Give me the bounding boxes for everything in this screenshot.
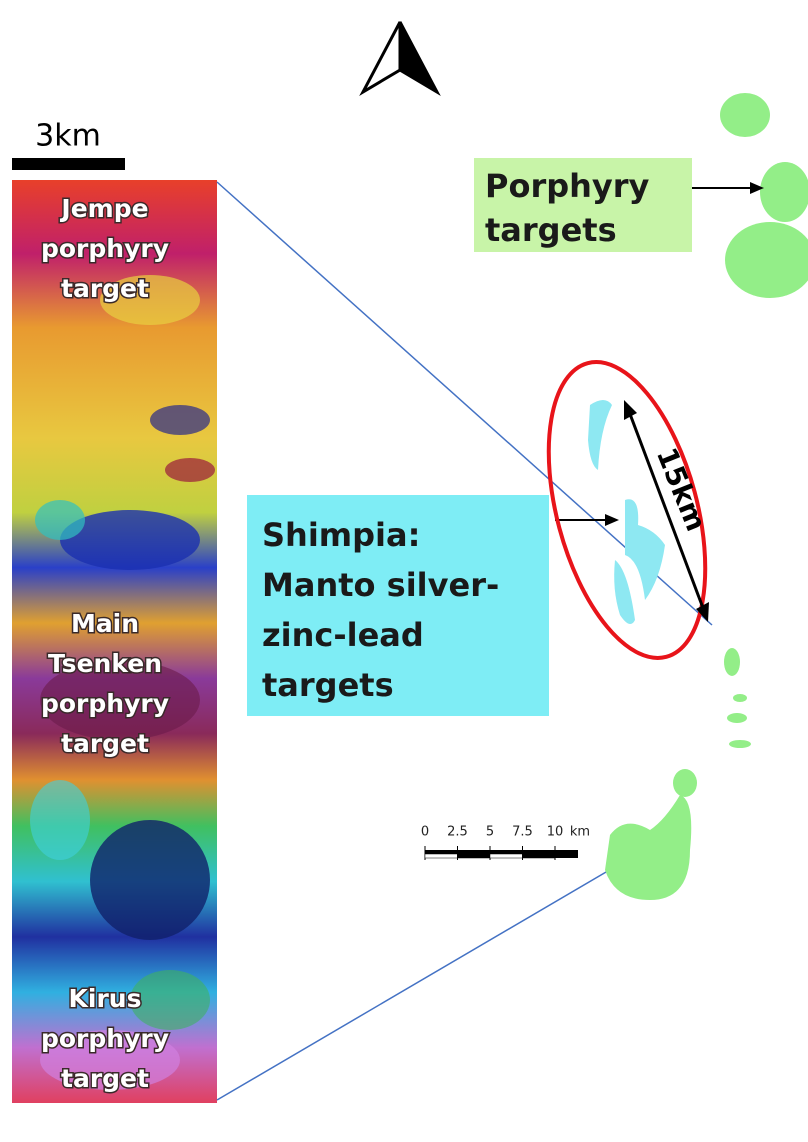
scale-unit: km bbox=[570, 825, 590, 840]
porphyry-areas bbox=[605, 93, 808, 900]
scale-segment bbox=[522, 850, 555, 854]
scale-bar: 0 2.5 5 7.5 10 km bbox=[421, 825, 590, 860]
callout-arrowhead bbox=[750, 182, 764, 194]
scale-segment bbox=[555, 850, 578, 858]
strip-label: target bbox=[61, 1064, 149, 1093]
strip-label: Kirus bbox=[69, 984, 142, 1013]
north-arrow bbox=[359, 21, 441, 97]
strip-scale-bar bbox=[12, 158, 125, 170]
strip-label: porphyry bbox=[41, 689, 169, 718]
distance-arrowhead bbox=[624, 400, 637, 420]
scale-tick-label: 2.5 bbox=[447, 825, 468, 840]
scale-tick-label: 5 bbox=[486, 825, 494, 840]
strip-scale-label: 3km bbox=[35, 119, 101, 154]
shimpia-callout-text: Shimpia: Manto silver-zinc-lead targets bbox=[262, 516, 499, 704]
scale-segment bbox=[490, 850, 523, 854]
porphyry-callout-box bbox=[474, 158, 692, 252]
scale-segment bbox=[425, 850, 458, 854]
strip-label: target bbox=[61, 274, 149, 303]
scale-segment bbox=[457, 850, 490, 854]
magnetic-strip bbox=[12, 180, 217, 1103]
scale-segment bbox=[489, 853, 523, 859]
distance-arrow bbox=[628, 413, 705, 609]
porphyry-callout-text: Porphyry targets bbox=[485, 167, 650, 249]
scale-segment bbox=[457, 853, 491, 859]
strip-labels: Jempe porphyry target Main Tsenken porphyry ta… bbox=[39, 193, 170, 1095]
connector-line bbox=[216, 857, 631, 1101]
strip-label: Main bbox=[71, 609, 139, 638]
scale-segment bbox=[522, 853, 556, 859]
callout-line: zinc-lead bbox=[262, 616, 424, 654]
callout-line: Porphyry bbox=[485, 167, 650, 205]
strip-label: porphyry bbox=[41, 1024, 169, 1053]
callout-line: targets bbox=[485, 211, 617, 249]
scale-tick-label: 10 bbox=[547, 825, 564, 840]
callout-line: Manto silver- bbox=[262, 566, 499, 604]
strip-label: Tsenken bbox=[48, 649, 162, 678]
callout-line: Shimpia: bbox=[262, 516, 420, 554]
shimpia-areas bbox=[588, 400, 665, 624]
callout-line: targets bbox=[262, 666, 394, 704]
strip-label: porphyry bbox=[41, 234, 169, 263]
scale-tick-label: 0 bbox=[421, 825, 429, 840]
scale-tick-label: 7.5 bbox=[512, 825, 533, 840]
strip-label: Jempe bbox=[59, 194, 148, 223]
shimpia-callout-box bbox=[247, 495, 549, 716]
target-ellipse bbox=[546, 360, 708, 660]
scale-segment bbox=[424, 853, 458, 859]
callout-arrowhead bbox=[605, 514, 619, 526]
distance-arrowhead bbox=[696, 602, 709, 622]
strip-label: target bbox=[61, 729, 149, 758]
